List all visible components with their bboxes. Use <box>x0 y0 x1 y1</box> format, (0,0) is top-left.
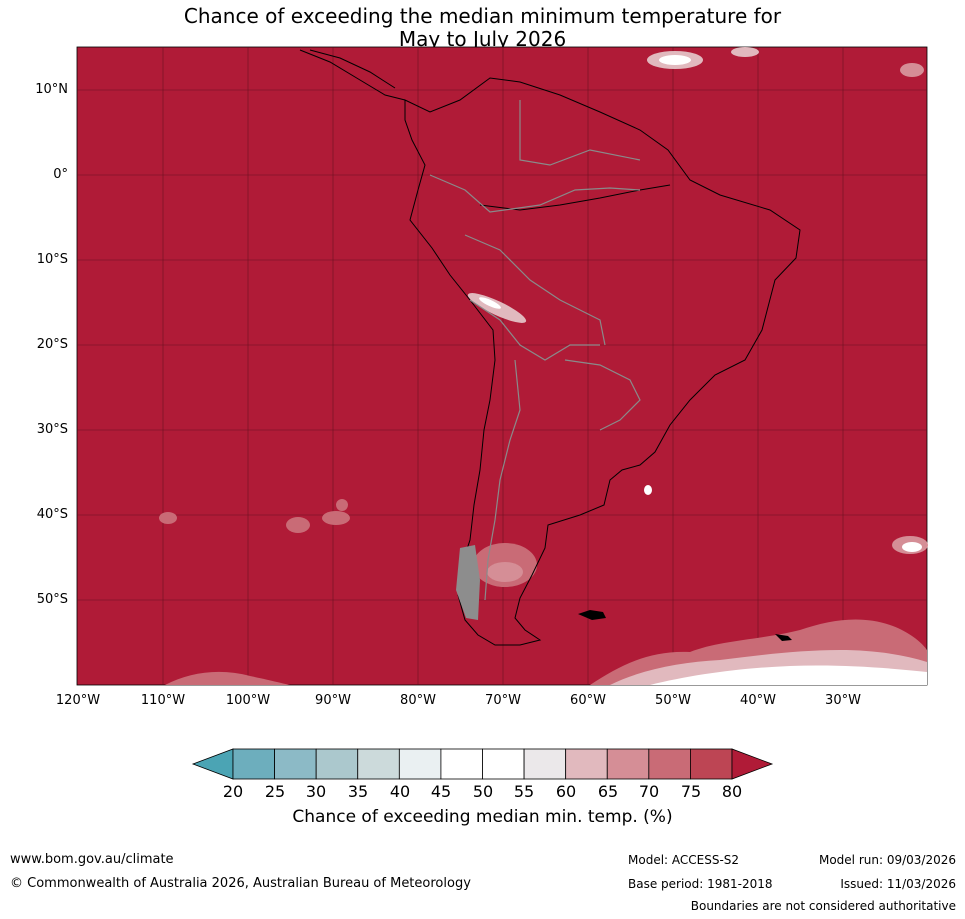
colorbar-segment <box>274 748 317 780</box>
lon-label-50w: 50°W <box>655 693 691 708</box>
colorbar-segment <box>232 748 275 780</box>
colorbar-tick: 35 <box>347 782 369 801</box>
colorbar-segment <box>565 748 608 780</box>
colorbar-segment <box>315 748 359 780</box>
country-borders <box>429 100 641 601</box>
colorbar-tick: 70 <box>638 782 660 801</box>
colorbar-tick: 50 <box>472 782 494 801</box>
southern-andes <box>456 545 480 620</box>
colorbar-segment <box>648 748 691 780</box>
lon-label-60w: 60°W <box>570 693 606 708</box>
lat-label-50s: 50°S <box>36 592 68 607</box>
colorbar-tick: 45 <box>430 782 452 801</box>
colorbar-tick: 25 <box>264 782 286 801</box>
chart-title-line1: Chance of exceeding the median minimum t… <box>183 4 782 28</box>
lat-label-30s: 30°S <box>36 422 68 437</box>
footer-disclaimer: Boundaries are not considered authoritat… <box>690 899 956 913</box>
south-georgia <box>775 634 792 641</box>
lon-label-40w: 40°W <box>740 693 776 708</box>
map-gridlines <box>77 47 927 685</box>
scattered-patches <box>159 47 928 587</box>
footer-model-run: Model run: 09/03/2026 <box>818 853 956 867</box>
footer-website[interactable]: www.bom.gov.au/climate <box>10 852 174 867</box>
lon-label-30w: 30°W <box>825 693 861 708</box>
colorbar-segment <box>523 748 567 780</box>
central-america-coastline <box>299 49 406 101</box>
colorbar-label: Chance of exceeding median min. temp. (%… <box>292 807 673 827</box>
colorbar-tick: 20 <box>222 782 244 801</box>
colorbar-tick: 30 <box>305 782 327 801</box>
lon-label-90w: 90°W <box>315 693 351 708</box>
colorbar-tick: 75 <box>680 782 702 801</box>
colorbar-tick: 65 <box>597 782 619 801</box>
colorbar-segment <box>440 748 483 780</box>
footer-model: Model: ACCESS-S2 <box>628 853 740 867</box>
colorbar-segment <box>482 748 525 780</box>
lon-label-120w: 120°W <box>55 693 101 708</box>
colorbar-segment <box>357 748 400 780</box>
lat-label-20s: 20°S <box>36 337 68 352</box>
south-america-coastline <box>404 77 801 646</box>
colorbar-segment <box>606 748 650 780</box>
colorbar-tick: 55 <box>513 782 535 801</box>
colorbar-tick: 40 <box>389 782 411 801</box>
colorbar-tick: 60 <box>555 782 577 801</box>
colorbar-segment <box>398 748 442 780</box>
lat-label-10n: 10°N <box>35 82 68 97</box>
lon-label-110w: 110°W <box>140 693 186 708</box>
lat-label-0: 0° <box>53 167 68 182</box>
lon-label-80w: 80°W <box>400 693 436 708</box>
lon-label-70w: 70°W <box>485 693 521 708</box>
footer-issued: Issued: 11/03/2026 <box>840 877 956 891</box>
footer-copyright: © Commonwealth of Australia 2026, Austra… <box>10 876 471 891</box>
lat-label-10s: 10°S <box>36 252 68 267</box>
colorbar-segment <box>690 748 733 780</box>
lat-label-40s: 40°S <box>36 507 68 522</box>
colorbar-extend-high <box>731 748 774 780</box>
falkland-islands <box>578 610 606 620</box>
southern-ocean-patches <box>165 619 927 685</box>
chart-title-line2: May to July 2026 <box>398 27 567 51</box>
footer-base-period: Base period: 1981-2018 <box>628 877 773 891</box>
lon-label-100w: 100°W <box>225 693 271 708</box>
colorbar-extend-low <box>191 748 234 780</box>
colorbar-tick: 80 <box>721 782 743 801</box>
